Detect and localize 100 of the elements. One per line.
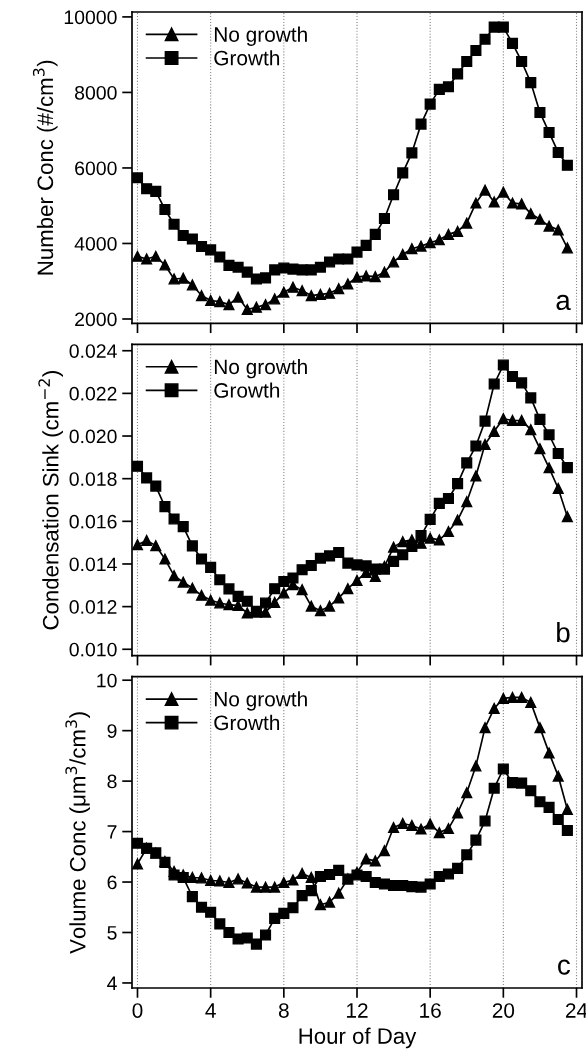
point xyxy=(159,203,171,216)
point xyxy=(552,482,564,495)
point xyxy=(369,855,381,867)
legend-label: Growth xyxy=(214,50,280,66)
point xyxy=(159,259,171,271)
point xyxy=(406,819,418,832)
y-tick-label: 6 xyxy=(107,875,117,890)
point xyxy=(516,691,528,703)
point xyxy=(497,692,509,704)
point xyxy=(534,722,546,734)
point xyxy=(141,472,153,484)
y-tick-label: 0.010 xyxy=(69,642,117,657)
point xyxy=(305,871,317,884)
point xyxy=(497,21,509,33)
point xyxy=(195,290,208,302)
point xyxy=(360,870,372,883)
y-tick-label: 7 xyxy=(107,825,117,839)
point xyxy=(333,864,345,876)
point xyxy=(424,513,436,525)
point xyxy=(369,271,381,283)
annotation: b xyxy=(557,621,570,643)
point xyxy=(177,272,189,284)
point xyxy=(150,540,162,552)
point xyxy=(195,589,208,601)
point xyxy=(195,553,208,565)
point xyxy=(442,526,455,538)
y-tick-label: 8000 xyxy=(75,85,117,100)
y-axis-title: Number Conc (#/cm$^{3}$) xyxy=(32,60,58,275)
point xyxy=(479,184,491,196)
y-tick-label: 4 xyxy=(107,976,117,990)
point xyxy=(424,878,436,890)
point xyxy=(287,572,299,584)
point xyxy=(250,938,262,950)
point xyxy=(415,240,427,252)
point xyxy=(324,287,336,299)
point xyxy=(479,415,491,427)
y-tick-label: 8 xyxy=(107,774,117,789)
point xyxy=(369,228,381,240)
point xyxy=(305,885,317,897)
point xyxy=(223,926,235,939)
point xyxy=(223,299,235,311)
point xyxy=(296,867,308,880)
point xyxy=(287,902,299,914)
point xyxy=(250,273,262,285)
point xyxy=(497,413,509,425)
point xyxy=(132,837,144,849)
point xyxy=(186,582,198,594)
point xyxy=(205,294,217,307)
point xyxy=(406,540,418,553)
point xyxy=(479,722,491,734)
point xyxy=(561,462,573,474)
point xyxy=(506,197,519,209)
point xyxy=(269,881,281,893)
point xyxy=(259,299,272,311)
point xyxy=(296,285,308,297)
point xyxy=(132,460,144,472)
point xyxy=(342,278,354,290)
point xyxy=(132,250,144,262)
point xyxy=(442,492,455,505)
point xyxy=(415,881,427,893)
point xyxy=(259,606,272,618)
x-tick-label: 0 xyxy=(132,1003,143,1018)
point xyxy=(305,559,317,572)
point xyxy=(141,253,153,265)
point xyxy=(324,896,336,908)
point xyxy=(470,440,482,452)
point xyxy=(278,907,290,919)
point xyxy=(305,600,317,612)
point xyxy=(342,253,354,265)
point xyxy=(415,823,427,835)
point xyxy=(333,592,345,604)
point xyxy=(351,246,363,258)
point xyxy=(406,147,418,159)
point xyxy=(534,443,546,455)
point xyxy=(205,906,217,918)
point xyxy=(168,869,180,881)
point xyxy=(360,239,372,251)
y-tick-label: 0.018 xyxy=(69,472,117,486)
point xyxy=(552,770,564,782)
point xyxy=(214,597,226,609)
y-tick-label: 0.016 xyxy=(69,514,117,529)
point xyxy=(168,513,180,525)
point xyxy=(452,807,464,819)
point xyxy=(168,273,180,285)
point xyxy=(269,293,281,305)
point xyxy=(232,873,244,885)
point xyxy=(388,256,400,268)
point xyxy=(433,234,445,246)
point xyxy=(497,186,509,198)
point xyxy=(424,237,436,249)
point xyxy=(195,872,208,884)
point xyxy=(424,532,436,544)
point xyxy=(388,555,400,567)
point xyxy=(342,583,354,595)
point xyxy=(205,594,217,606)
point xyxy=(452,514,464,526)
point xyxy=(150,250,162,262)
point xyxy=(561,242,573,254)
point xyxy=(351,574,363,586)
point xyxy=(534,106,546,118)
